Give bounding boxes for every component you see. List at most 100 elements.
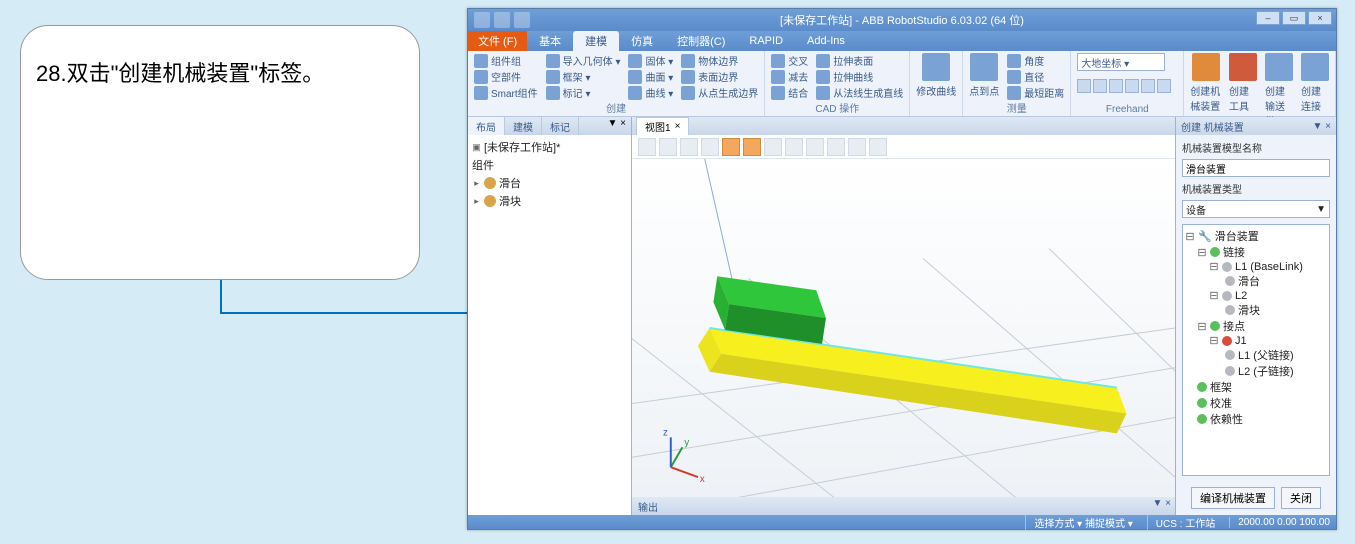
btn-curve[interactable]: 曲线 ▾ <box>628 85 673 100</box>
btn-modify-curve[interactable]: 修改曲线 <box>916 53 956 98</box>
file-tab[interactable]: 文件 (F) <box>468 31 527 51</box>
create-tool-icon <box>1229 53 1257 81</box>
left-tab-marker[interactable]: 标记 <box>542 117 579 135</box>
output-label: 输出 <box>638 503 658 514</box>
btn-component-group[interactable]: 组件组 <box>474 53 538 68</box>
left-tab-modeling[interactable]: 建模 <box>505 117 542 135</box>
type-label: 机械装置类型 <box>1182 181 1330 196</box>
view-tool-icon[interactable] <box>827 138 845 156</box>
tree-links[interactable]: ⊟链接 <box>1185 244 1327 260</box>
tab-addins[interactable]: Add-Ins <box>795 31 857 51</box>
tree-l2-child[interactable]: 滑块 <box>1185 302 1327 318</box>
viewport-tab-close-icon[interactable]: × <box>675 121 681 132</box>
output-close[interactable]: ▼ × <box>1152 498 1171 509</box>
btn-frame[interactable]: 框架 ▾ <box>546 69 621 84</box>
status-bar: 选择方式 ▾ 捕捉模式 ▾ UCS : 工作站 2000.00 0.00 100… <box>468 515 1336 529</box>
tree-frame[interactable]: 框架 <box>1185 379 1327 395</box>
btn-extrude-surface[interactable]: 拉伸表面 <box>816 53 903 68</box>
btn-shortest-distance[interactable]: 最短距离 <box>1007 85 1064 100</box>
freehand-jog-icon[interactable] <box>1125 79 1139 93</box>
btn-from-points-boundary[interactable]: 从点生成边界 <box>681 85 758 100</box>
window-minimize-button[interactable]: – <box>1256 11 1280 25</box>
svg-text:x: x <box>700 474 705 485</box>
tab-rapid[interactable]: RAPID <box>737 31 795 51</box>
freehand-drag-icon[interactable] <box>1109 79 1123 93</box>
tree-l1[interactable]: ⊟L1 (BaseLink) <box>1185 260 1327 273</box>
btn-point-to-point[interactable]: 点到点 <box>969 53 999 100</box>
app-window: [未保存工作站] - ABB RobotStudio 6.03.02 (64 位… <box>467 8 1337 530</box>
tree-j1-child[interactable]: L2 (子链接) <box>1185 363 1327 379</box>
btn-surface-boundary[interactable]: 表面边界 <box>681 69 758 84</box>
btn-body-boundary[interactable]: 物体边界 <box>681 53 758 68</box>
tree-j1[interactable]: ⊟J1 <box>1185 334 1327 347</box>
view-tool-icon[interactable] <box>806 138 824 156</box>
view-tool-icon[interactable] <box>848 138 866 156</box>
tree-calibration[interactable]: 校准 <box>1185 395 1327 411</box>
chevron-down-icon: ▼ <box>1316 204 1326 215</box>
window-maximize-button[interactable]: ▭ <box>1282 11 1306 25</box>
tab-controller[interactable]: 控制器(C) <box>665 31 737 51</box>
btn-surface[interactable]: 曲面 ▾ <box>628 69 673 84</box>
tree-root[interactable]: ▣[未保存工作站]* <box>472 138 627 156</box>
titlebar: [未保存工作站] - ABB RobotStudio 6.03.02 (64 位… <box>468 9 1336 31</box>
viewport-canvas[interactable]: x y z <box>632 159 1175 497</box>
btn-smart-component[interactable]: Smart组件 <box>474 85 538 100</box>
btn-line-from-normal[interactable]: 从法线生成直线 <box>816 85 903 100</box>
view-tool-icon[interactable] <box>764 138 782 156</box>
left-pane-close[interactable]: ▼ × <box>602 117 631 135</box>
tree-l2[interactable]: ⊟L2 <box>1185 289 1327 302</box>
view-tool-icon[interactable] <box>701 138 719 156</box>
tree-joints[interactable]: ⊟接点 <box>1185 318 1327 334</box>
btn-extrude-curve[interactable]: 拉伸曲线 <box>816 69 903 84</box>
tab-modeling[interactable]: 建模 <box>573 31 619 51</box>
freehand-move-icon[interactable] <box>1077 79 1091 93</box>
workspace: 布局 建模 标记 ▼ × ▣[未保存工作站]* 组件 ▸滑台 ▸滑块 视图1 × <box>468 117 1336 515</box>
mechanism-name-input[interactable] <box>1182 159 1330 177</box>
compile-mechanism-button[interactable]: 编译机械装置 <box>1191 487 1275 509</box>
qat-save-icon[interactable] <box>474 12 490 28</box>
view-tool-icon[interactable] <box>722 138 740 156</box>
tab-basic[interactable]: 基本 <box>527 31 573 51</box>
qat-undo-icon[interactable] <box>494 12 510 28</box>
btn-solid[interactable]: 固体 ▾ <box>628 53 673 68</box>
view-tool-icon[interactable] <box>680 138 698 156</box>
svg-text:y: y <box>684 437 689 448</box>
left-tab-layout[interactable]: 布局 <box>468 117 505 135</box>
freehand-multi-icon[interactable] <box>1141 79 1155 93</box>
btn-combine[interactable]: 结合 <box>771 85 808 100</box>
btn-intersect[interactable]: 交叉 <box>771 53 808 68</box>
close-mechanism-button[interactable]: 关闭 <box>1281 487 1321 509</box>
view-tool-icon[interactable] <box>659 138 677 156</box>
tree-root-mechanism[interactable]: ⊟🔧滑台装置 <box>1185 228 1327 244</box>
tree-j1-parent[interactable]: L1 (父链接) <box>1185 347 1327 363</box>
freehand-rotate-icon[interactable] <box>1093 79 1107 93</box>
window-close-button[interactable]: × <box>1308 11 1332 25</box>
qat-redo-icon[interactable] <box>514 12 530 28</box>
btn-angle[interactable]: 角度 <box>1007 53 1064 68</box>
freehand-reorient-icon[interactable] <box>1157 79 1171 93</box>
view-tool-icon[interactable] <box>638 138 656 156</box>
tree-l1-child[interactable]: 滑台 <box>1185 273 1327 289</box>
viewport-tabbar: 视图1 × <box>632 117 1175 135</box>
view-tool-icon[interactable] <box>785 138 803 156</box>
btn-empty-part[interactable]: 空部件 <box>474 69 538 84</box>
instruction-panel: 28.双击"创建机械装置"标签。 <box>20 25 420 280</box>
tree-dependency[interactable]: 依赖性 <box>1185 411 1327 427</box>
view-tool-icon[interactable] <box>869 138 887 156</box>
viewport-tab-view1[interactable]: 视图1 × <box>636 117 689 135</box>
btn-subtract[interactable]: 减去 <box>771 69 808 84</box>
point-to-point-icon <box>970 53 998 81</box>
coord-system-dropdown[interactable]: 大地坐标 ▾ <box>1077 53 1165 71</box>
output-bar[interactable]: 输出 ▼ × <box>632 497 1175 515</box>
btn-marker[interactable]: 标记 ▾ <box>546 85 621 100</box>
group-label-freehand: Freehand <box>1077 104 1177 116</box>
tree-item-slide-table[interactable]: ▸滑台 <box>472 174 627 192</box>
right-pane-close[interactable]: ▼ × <box>1312 121 1331 132</box>
mechanism-type-select[interactable]: 设备▼ <box>1182 200 1330 218</box>
btn-import-geometry[interactable]: 导入几何体 ▾ <box>546 53 621 68</box>
tab-simulation[interactable]: 仿真 <box>619 31 665 51</box>
status-select-mode[interactable]: 选择方式 ▾ 捕捉模式 ▾ <box>1025 515 1132 530</box>
view-tool-icon[interactable] <box>743 138 761 156</box>
tree-item-slide-block[interactable]: ▸滑块 <box>472 192 627 210</box>
btn-diameter[interactable]: 直径 <box>1007 69 1064 84</box>
